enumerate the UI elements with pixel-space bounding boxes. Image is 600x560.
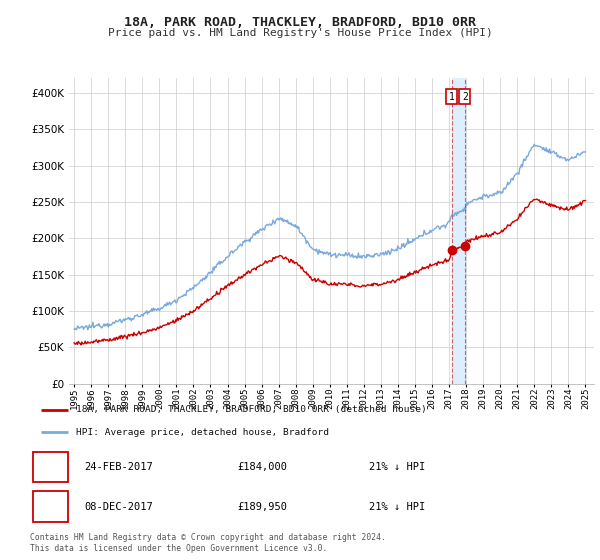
Text: Contains HM Land Registry data © Crown copyright and database right 2024.
This d: Contains HM Land Registry data © Crown c… [30,533,386,553]
Text: 18A, PARK ROAD, THACKLEY, BRADFORD, BD10 0RR (detached house): 18A, PARK ROAD, THACKLEY, BRADFORD, BD10… [76,405,427,414]
Text: 1: 1 [47,460,54,474]
Text: Price paid vs. HM Land Registry's House Price Index (HPI): Price paid vs. HM Land Registry's House … [107,28,493,38]
Text: 2: 2 [462,92,468,101]
Text: 2: 2 [47,500,54,514]
FancyBboxPatch shape [33,492,68,522]
Text: HPI: Average price, detached house, Bradford: HPI: Average price, detached house, Brad… [76,427,329,437]
Text: 1: 1 [449,92,455,101]
FancyBboxPatch shape [33,452,68,482]
Text: 21% ↓ HPI: 21% ↓ HPI [368,462,425,472]
Text: 24-FEB-2017: 24-FEB-2017 [85,462,154,472]
Text: 08-DEC-2017: 08-DEC-2017 [85,502,154,512]
Text: 21% ↓ HPI: 21% ↓ HPI [368,502,425,512]
Text: £189,950: £189,950 [238,502,287,512]
Bar [452,78,465,384]
Text: £184,000: £184,000 [238,462,287,472]
Text: 18A, PARK ROAD, THACKLEY, BRADFORD, BD10 0RR: 18A, PARK ROAD, THACKLEY, BRADFORD, BD10… [124,16,476,29]
